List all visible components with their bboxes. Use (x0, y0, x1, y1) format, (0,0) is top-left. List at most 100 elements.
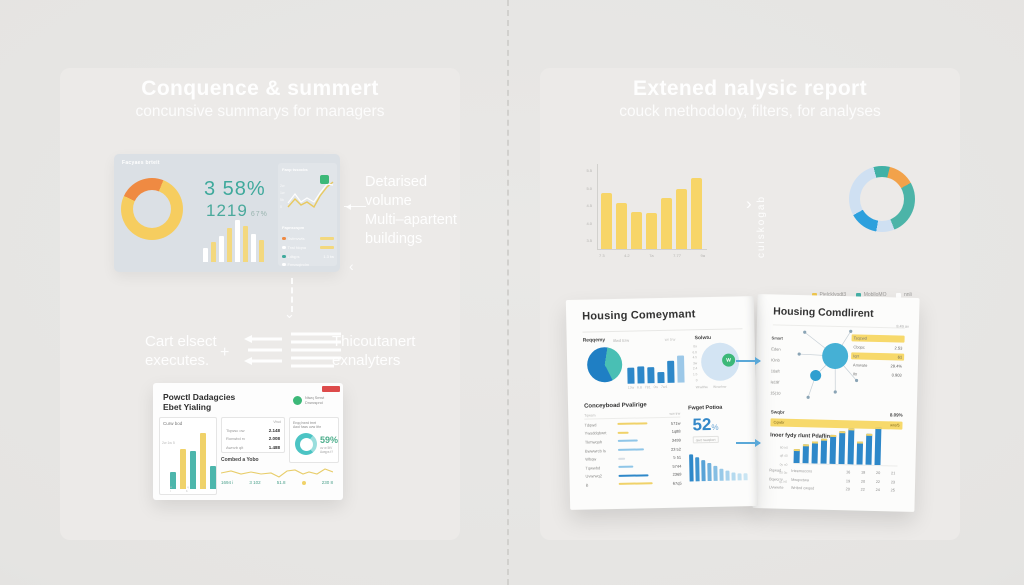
chevron-right-icon: › (746, 194, 752, 213)
bar-chart-xticks: 7 3 4.2 7a 7.77 9a (599, 253, 705, 258)
annotation-line: buildings (365, 231, 423, 247)
legend-swatch (896, 292, 902, 298)
report-page-right: Housing Comdlirent 8.49 av Smart Eden IO… (752, 294, 920, 512)
report-title-line: Ebet Yialing (163, 402, 212, 412)
xtick: 7a (649, 253, 654, 258)
legend-swatch (282, 245, 286, 250)
total-label: Swqbr (770, 409, 785, 415)
legend-label: Ldtqps (287, 254, 300, 259)
report-preview-card: Powctl Dadagcies Ebet Yialing Ntwq Smwt … (153, 383, 343, 500)
globe-yticks: 8a 6.0 4.5 3w 2.4 1.5 0 (685, 344, 698, 383)
plus-icon: + (220, 344, 230, 361)
section-label: Fwget Potioa (688, 404, 723, 412)
segmented-donut-chart (849, 166, 915, 232)
legend-value: 1.3 tw (323, 254, 334, 259)
flow-caption-line: executes. (145, 352, 210, 369)
annotation-line: Detarised (365, 174, 428, 190)
ytick: 5b (280, 198, 284, 202)
section-label: Conceyboad Pvalirige (583, 402, 647, 410)
globe-marker: W (721, 353, 736, 367)
gauge-ring-hole (299, 437, 313, 451)
trend-line-chart (221, 468, 333, 478)
footnote-table: Rqwad Irteemoccns 16 18 20 21 Bqwcrrv Mwqvctwa 1… (769, 466, 902, 495)
xtick: 7.77 (673, 253, 681, 258)
legend-value-bar (320, 246, 334, 249)
ytick: 1w (280, 191, 285, 195)
report-title-line: Powctl Dadagcies (163, 392, 236, 402)
dashed-connector-line (291, 278, 293, 312)
section-label: Reqqemy (582, 337, 606, 344)
flow-caption-line: exnalyters (332, 352, 401, 369)
metrics-table: Tdqwd 571w Ywsddqbwrt 1q88 Tkmwqob 3499 Bwwwrc… (584, 419, 681, 490)
yellow-bar-chart (601, 169, 704, 249)
legend-label: Fmvwqindm (287, 262, 310, 267)
brand-text-line: Ntwq Smwt (305, 396, 325, 400)
trend-values-row: 1694 i 3 102 51.8 230 8 (221, 480, 333, 485)
trend-value: 51.8 (276, 480, 286, 485)
bubble-globe-chart: W (700, 342, 740, 382)
legend-item: Trwl fdqna (282, 244, 334, 251)
row-labels-column: Smart Eden IOnb 10aft Ie19f 15(10 (770, 332, 783, 398)
card-gauge-box: Erqq hwrd tmrt Awd fuws uvw lthr 59% uv … (289, 417, 339, 463)
percent-value: 52 (692, 414, 712, 435)
flow-left-caption: Cart elsect executes. (145, 332, 217, 370)
chevron-left-icon: ‹ (349, 258, 354, 274)
strip-label: Cqwbr (773, 420, 785, 425)
gauge-title: Erqq hwrd tmrt Awd fuws uvw lthr (293, 421, 321, 429)
dashboard-donut-chart (121, 178, 183, 240)
title-divider (582, 328, 743, 333)
gauge-ring-chart (295, 433, 317, 455)
summary-table: Tsqcwd Cbqoc 2.53 Iqrr 61 Amwate 29.4% Iltr 0.90… (851, 333, 905, 379)
row-label: Ie19f (770, 379, 780, 385)
table-row: Awnvb qlt 1.488 (226, 444, 280, 450)
bar-chart-yticks: 5.5 5.0 4.5 4.0 3.5 (572, 162, 592, 250)
kpi-secondary: 1219 67% (206, 201, 268, 221)
gauge-caption-line: uv w 5tV (320, 446, 333, 450)
ytick: 4.0 (586, 220, 592, 226)
table-row: Uvwwrte Wrtbrd cwqod 20 22 24 25 (768, 485, 895, 493)
ytick: 2w (280, 184, 285, 188)
gauge-caption-line: Awqps t? (320, 450, 334, 454)
globe-xlabels: Wrw8hw Wcwrhrw (695, 384, 727, 390)
stats-rows: Tiqwsc ow 2.148 Ronwbd rv 2.008 Awnvb qlt 1.4… (226, 426, 280, 452)
right-panel: Extened nalysic report couck methodoloy,… (540, 68, 960, 540)
report-page-left: Housing Comeymant Reqqemy Itfwd Erw wr t… (565, 296, 759, 510)
card-trend-section: Combed a Yobo 1694 i 3 102 51.8 230 8 (221, 457, 339, 485)
kpi-secondary-value: 1219 (206, 201, 248, 220)
flow-right-caption: Thicoutanert exnalyters (332, 332, 415, 370)
annotation-line: Multi–apartent (365, 212, 457, 228)
table-row: Tiqwsc ow 2.148 (226, 427, 280, 433)
ytick: 5.0 (586, 185, 592, 191)
bar-chart-y-axis (597, 164, 598, 249)
brand-text: Ntwq Smwt Dnwcspnd (305, 396, 324, 405)
annotation-text: Detarised volume Multi–apartent building… (365, 173, 475, 249)
legend-swatch (282, 262, 286, 267)
annotation-line: volume (365, 193, 412, 209)
gauge-percent: 59% (320, 435, 339, 445)
legend-swatch (856, 292, 862, 298)
ytick: 0 (695, 377, 698, 382)
pie-chart (586, 346, 623, 383)
trend-marker-dot (301, 480, 306, 485)
blue-bar-chart (627, 355, 686, 384)
text-lines-icon (291, 332, 341, 368)
red-badge (322, 386, 340, 392)
gauge-title-line: Awd fuws uvw lthr (293, 425, 321, 430)
table-row: B 67q5 (585, 480, 682, 488)
row-label: 10aft (770, 368, 780, 374)
xtick: 7 3 (599, 253, 605, 258)
left-panel-subtitle: concunsive summarys for managers (135, 103, 385, 120)
total-value: 8.09% (889, 412, 903, 418)
legend-item: nnli (896, 292, 912, 298)
trend-value: 1694 i (221, 480, 234, 485)
network-bubble-chart (797, 329, 859, 399)
table-row: Ronwbd rv 2.008 (226, 436, 280, 442)
kpi-primary: 3 58% (204, 178, 266, 200)
list-arrows-icon (244, 335, 282, 365)
card-stats-box: Vtwd Tiqwsc ow 2.148 Ronwbd rv 2.008 Awnvb q… (221, 417, 285, 453)
table-row: Iltr 0.903 (852, 371, 902, 378)
left-panel-title: Conquence & summert (141, 77, 379, 100)
side-panel-line-chart (287, 181, 334, 209)
donut-hole (860, 177, 904, 221)
row-label: 15(10 (770, 390, 781, 396)
